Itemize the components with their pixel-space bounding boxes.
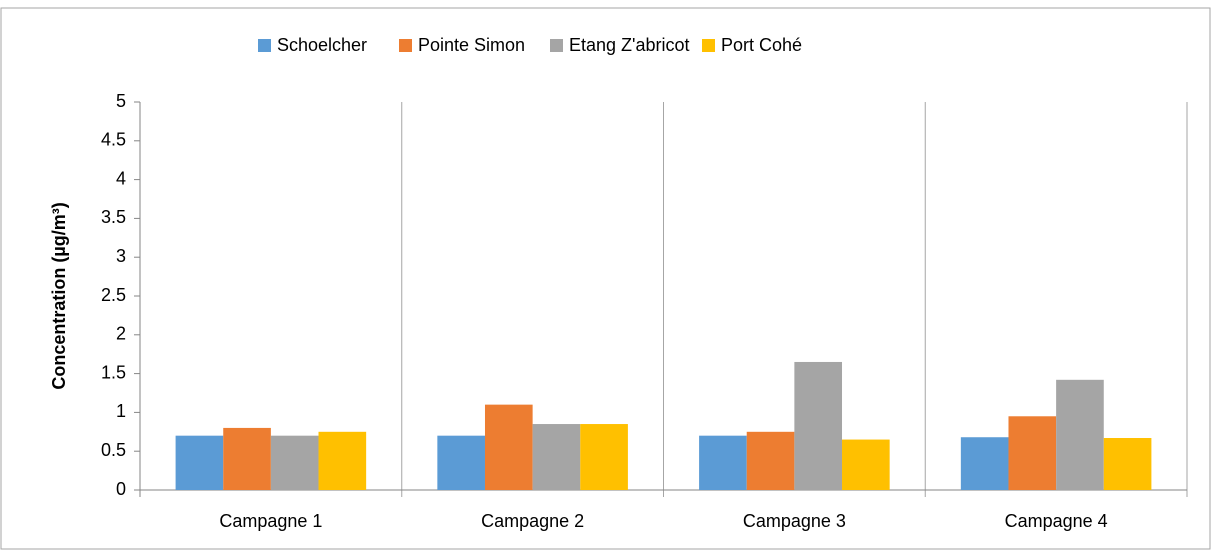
bar — [1056, 379, 1104, 490]
y-tick-label: 1.5 — [101, 362, 126, 382]
y-tick-label: 2.5 — [101, 285, 126, 305]
legend-label: Etang Z'abricot — [569, 35, 690, 55]
x-tick-label: Campagne 4 — [1005, 511, 1108, 531]
bar — [960, 437, 1009, 490]
legend-swatch — [399, 39, 412, 52]
legend-swatch — [550, 39, 563, 52]
x-tick-label: Campagne 1 — [219, 511, 322, 531]
y-tick-label: 4.5 — [101, 130, 126, 150]
y-tick-label: 0.5 — [101, 440, 126, 460]
y-tick-label: 2 — [116, 324, 126, 344]
bar — [794, 361, 843, 490]
x-tick-label: Campagne 2 — [481, 511, 584, 531]
bar — [1008, 416, 1057, 490]
bar — [270, 435, 319, 490]
legend-label: Port Cohé — [721, 35, 802, 55]
bar — [532, 424, 581, 490]
y-tick-label: 4 — [116, 168, 126, 188]
bar — [484, 404, 533, 490]
x-tick-label: Campagne 3 — [743, 511, 846, 531]
y-tick-label: 5 — [116, 91, 126, 111]
y-tick-label: 1 — [116, 401, 126, 421]
bar — [746, 431, 795, 490]
bar — [842, 439, 890, 490]
y-tick-label: 3.5 — [101, 207, 126, 227]
legend-label: Schoelcher — [277, 35, 367, 55]
legend-swatch — [702, 39, 715, 52]
bar — [175, 435, 224, 490]
y-tick-label: 0 — [116, 479, 126, 499]
bar — [580, 424, 628, 490]
y-axis-title: Concentration (µg/m³) — [49, 202, 69, 389]
bar — [437, 435, 485, 490]
legend-label: Pointe Simon — [418, 35, 525, 55]
bar — [223, 427, 271, 490]
legend-swatch — [258, 39, 271, 52]
bar — [318, 431, 367, 490]
y-tick-label: 3 — [116, 246, 126, 266]
bar — [1103, 438, 1152, 490]
bar — [699, 435, 747, 490]
